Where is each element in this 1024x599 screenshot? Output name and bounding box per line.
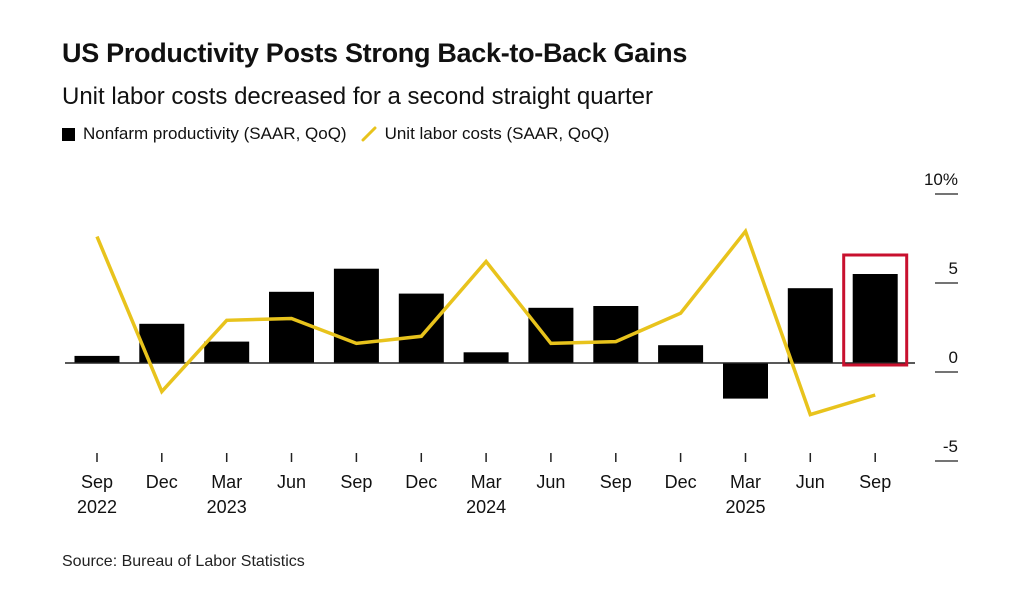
y-tick-label: -5 [943,437,958,456]
x-tick-label: Sep [340,472,372,492]
x-tick-label: Mar [471,472,502,492]
x-tick-label: Mar [211,472,242,492]
productivity-bar [463,352,509,363]
x-tick-label: Jun [277,472,306,492]
legend-label-labor-costs: Unit labor costs (SAAR, QoQ) [384,124,610,143]
line-swatch-icon [361,126,377,142]
y-tick-label: 10% [924,170,958,189]
x-tick-label: Sep [600,472,632,492]
x-tick-label: Dec [405,472,437,492]
y-tick-label: 0 [949,348,958,367]
highlight-box [842,253,909,367]
y-tick-label: 5 [949,259,958,278]
productivity-bar [204,341,250,363]
x-year-label: 2025 [725,497,765,517]
productivity-bar [852,274,898,363]
productivity-bar [658,345,704,363]
productivity-bar [269,291,314,363]
x-tick-label: Sep [859,472,891,492]
x-tick-label: Jun [536,472,565,492]
x-year-label: 2023 [207,497,247,517]
productivity-bar [787,288,833,363]
chart-title: US Productivity Posts Strong Back-to-Bac… [62,38,688,68]
legend-label-productivity: Nonfarm productivity (SAAR, QoQ) [83,124,347,143]
x-year-label: 2024 [466,497,506,517]
productivity-bar [74,355,120,363]
chart-subtitle: Unit labor costs decreased for a second … [62,83,653,110]
legend-item-labor-costs: Unit labor costs (SAAR, QoQ) [361,124,610,144]
x-year-label: 2022 [77,497,117,517]
productivity-bar [333,268,379,363]
x-tick-label: Jun [796,472,825,492]
labor-costs-line [95,227,876,417]
productivity-bar [528,307,574,363]
x-tick-label: Mar [730,472,761,492]
source-note: Source: Bureau of Labor Statistics [62,553,305,570]
productivity-bar [723,363,768,399]
bar-swatch-icon [62,127,75,141]
x-tick-label: Sep [81,472,113,492]
x-tick-label: Dec [665,472,697,492]
legend-item-productivity: Nonfarm productivity (SAAR, QoQ) [62,124,347,144]
productivity-bar [398,293,444,363]
legend: Nonfarm productivity (SAAR, QoQ) Unit la… [62,124,623,144]
x-tick-label: Dec [146,472,178,492]
